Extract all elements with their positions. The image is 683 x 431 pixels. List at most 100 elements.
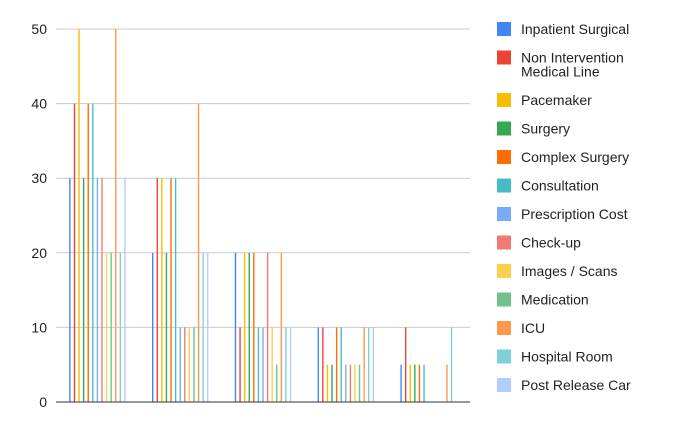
bar (197, 103, 200, 402)
y-tick-label: 10 (31, 319, 47, 335)
bar (248, 252, 250, 402)
y-tick-label: 30 (31, 170, 47, 186)
bar (179, 327, 181, 402)
bars (69, 29, 453, 402)
bar (234, 252, 237, 402)
bar (331, 364, 333, 402)
legend-item: Hospital Room (497, 349, 613, 365)
legend-swatch (497, 22, 511, 36)
legend-item: Non Intervention Medical Line (497, 50, 624, 80)
legend-swatch (497, 93, 511, 107)
bar (165, 252, 168, 402)
bar (285, 327, 287, 402)
bar (335, 327, 338, 402)
legend-label: Complex Surgery (521, 149, 629, 165)
bar (82, 178, 85, 402)
legend-swatch (497, 207, 511, 221)
y-tick-label: 40 (31, 96, 47, 112)
bar (358, 364, 361, 402)
bar (372, 327, 375, 402)
bar (105, 252, 108, 402)
legend-label: Medication (521, 292, 589, 308)
bar (450, 327, 453, 402)
bar (363, 327, 365, 402)
bar (119, 252, 122, 402)
bar (202, 252, 204, 402)
bar (266, 252, 269, 402)
legend-swatch (497, 178, 511, 193)
legend-label: Non Intervention Medical Line (521, 50, 624, 80)
bar (262, 327, 264, 402)
legend-item: Complex Surgery (497, 149, 629, 165)
bar (87, 103, 89, 402)
bar (188, 327, 191, 402)
legend-swatch (497, 264, 511, 278)
bar (276, 364, 278, 402)
bar (400, 364, 402, 402)
legend-item: Post Release Car (497, 377, 631, 393)
y-axis: 0 10 20 30 40 50 (31, 21, 47, 410)
legend-label: Post Release Car (521, 377, 631, 393)
bar (96, 178, 99, 402)
bar (322, 327, 324, 402)
bar (193, 327, 195, 402)
bar (243, 252, 246, 402)
bar (207, 252, 209, 402)
bar (326, 364, 329, 402)
bar (124, 178, 126, 402)
bar (418, 364, 421, 402)
bar (271, 327, 273, 402)
legend-label: Check-up (521, 235, 581, 251)
bar (409, 364, 411, 402)
y-tick-label: 0 (39, 394, 47, 410)
legend-item: Consultation (497, 178, 599, 194)
bar (69, 178, 71, 402)
legend-label: Images / Scans (521, 263, 618, 279)
bar (340, 327, 342, 402)
bar (446, 364, 448, 402)
legend-label: Prescription Cost (521, 206, 628, 222)
legend-item: Medication (497, 292, 589, 308)
legend-label: Hospital Room (521, 349, 613, 365)
bar (239, 327, 241, 402)
legend-item: Inpatient Surgical (497, 21, 629, 37)
bar (368, 327, 370, 402)
y-tick-label: 50 (31, 21, 47, 37)
legend-item: Check-up (497, 235, 581, 251)
bar (92, 103, 94, 402)
legend: Inpatient Surgical Non Intervention Medica… (497, 21, 631, 393)
legend-label: ICU (521, 320, 545, 336)
bar (156, 178, 158, 402)
bar (349, 364, 352, 402)
legend-item: Images / Scans (497, 263, 618, 279)
legend-swatch (497, 121, 511, 136)
legend-item: Pacemaker (497, 92, 592, 108)
legend-swatch (497, 321, 511, 335)
legend-swatch (497, 235, 511, 250)
legend-swatch (497, 378, 511, 392)
bar (174, 178, 177, 402)
bar (423, 364, 425, 402)
bar (257, 327, 260, 402)
bar (101, 178, 103, 402)
legend-label: Inpatient Surgical (521, 21, 629, 37)
bar (280, 252, 283, 402)
legend-swatch (497, 50, 511, 65)
bar (354, 364, 356, 402)
bar (404, 327, 407, 402)
gridlines (56, 28, 470, 328)
bar (110, 252, 112, 402)
legend-swatch (497, 292, 511, 307)
bar (170, 178, 172, 402)
bar (253, 252, 255, 402)
bar (152, 252, 154, 402)
bar (115, 29, 117, 402)
legend-item: ICU (497, 320, 545, 336)
legend-item: Prescription Cost (497, 206, 628, 222)
legend-label: Surgery (521, 121, 570, 137)
bar (345, 364, 347, 402)
bar (289, 327, 292, 402)
legend-item: Surgery (497, 121, 570, 137)
legend-swatch (497, 150, 511, 164)
